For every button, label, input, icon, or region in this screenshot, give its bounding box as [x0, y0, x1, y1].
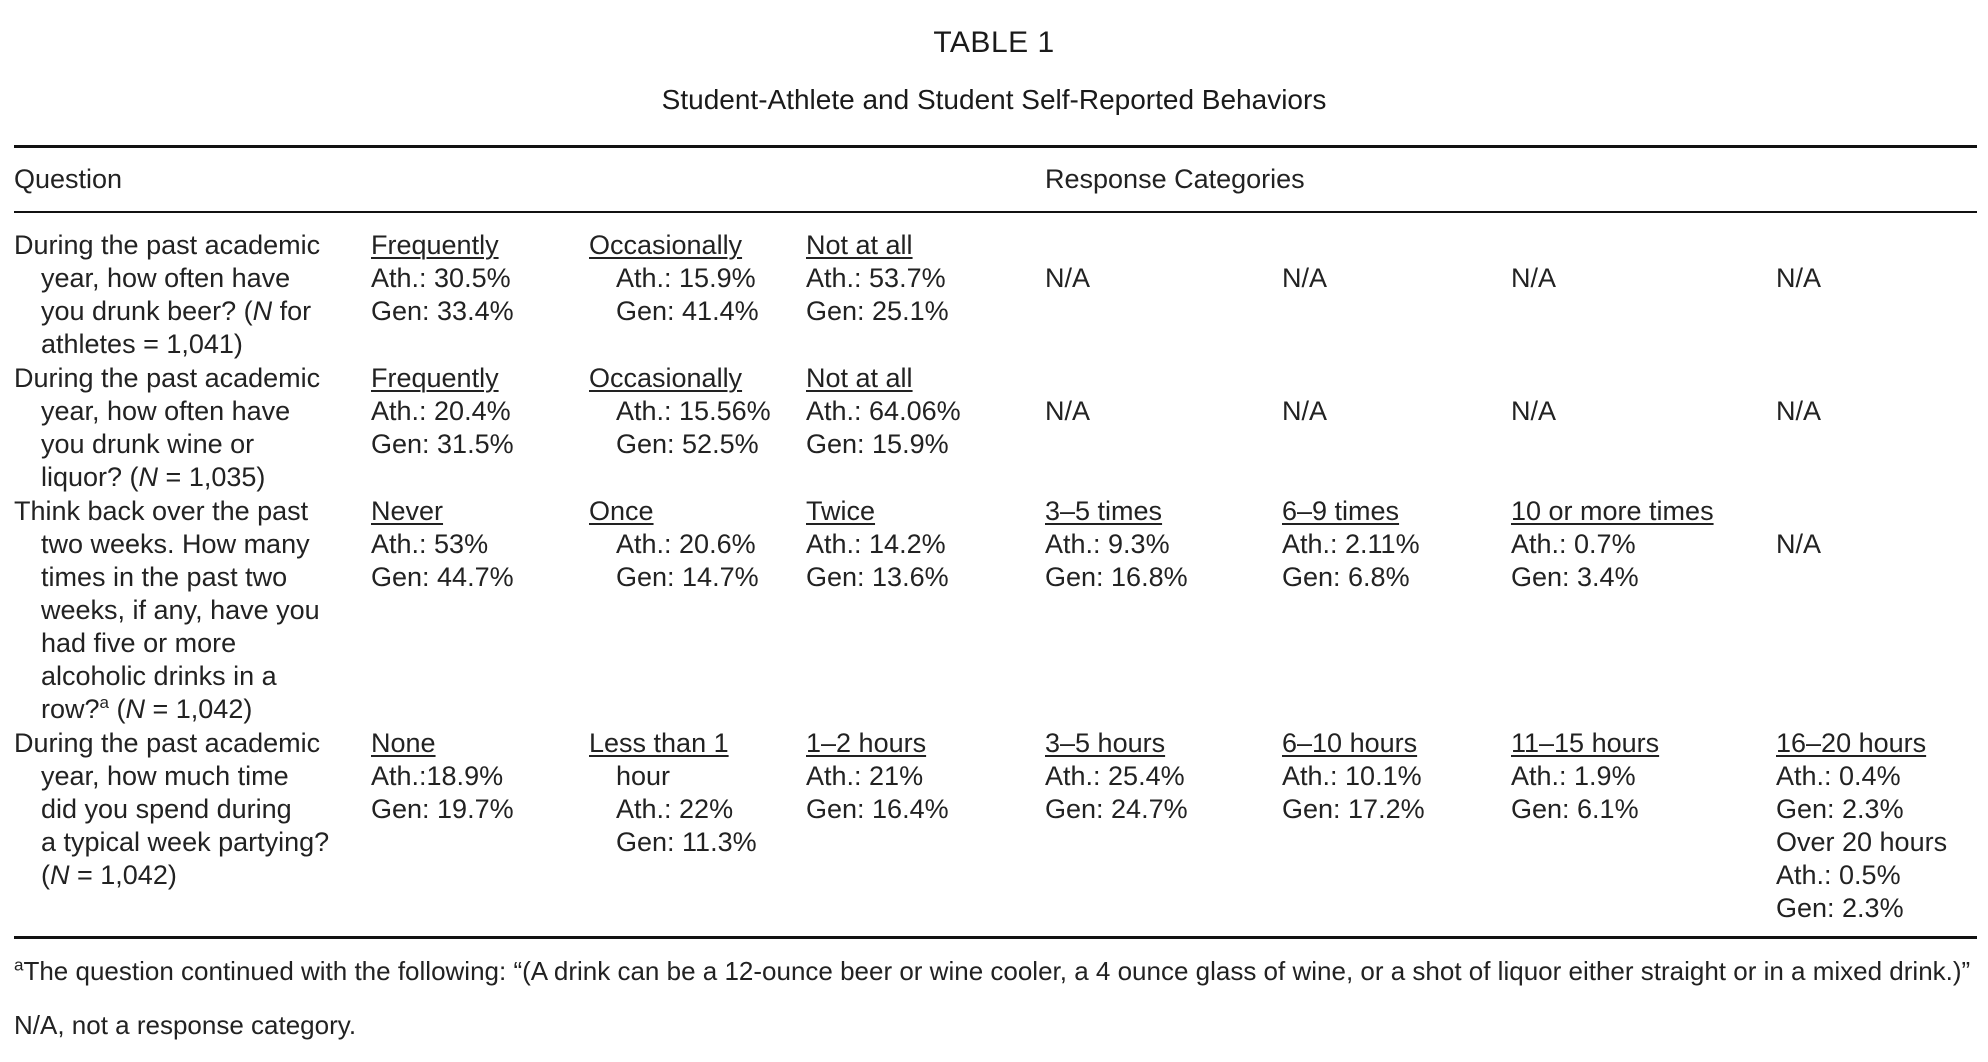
row4-cat4: 3–5 hours Ath.: 25.4% Gen: 24.7%: [1045, 728, 1188, 824]
row1-cat2: Occasionally Ath.: 15.9% Gen: 41.4%: [589, 230, 759, 326]
top-rule: [14, 145, 1977, 148]
row3-cat6: 10 or more times Ath.: 0.7% Gen: 3.4%: [1511, 496, 1714, 592]
row1-cat4: N/A: [1045, 263, 1091, 293]
row3-cat7: N/A: [1776, 529, 1822, 559]
header-rule: [14, 211, 1977, 213]
footnote-a-marker: a: [14, 955, 24, 975]
table-subtitle: Student-Athlete and Student Self-Reporte…: [661, 84, 1327, 115]
row1-cat5: N/A: [1282, 263, 1328, 293]
row1-cat3: Not at all Ath.: 53.7% Gen: 25.1%: [806, 230, 949, 326]
bottom-rule: [14, 936, 1977, 939]
header-response-categories: Response Categories: [1045, 164, 1305, 194]
row3-cat1: Never Ath.: 53% Gen: 44.7%: [371, 496, 514, 592]
row4-cat7: 16–20 hours Ath.: 0.4% Gen: 2.3% Over 20…: [1776, 728, 1948, 923]
row4-cat2: Less than 1 hour Ath.: 22% Gen: 11.3%: [589, 728, 757, 857]
row4-cat1: None Ath.:18.9% Gen: 19.7%: [371, 728, 514, 824]
row2-cat3: Not at all Ath.: 64.06% Gen: 15.9%: [806, 363, 961, 459]
row2-cat1: Frequently Ath.: 20.4% Gen: 31.5%: [371, 363, 514, 459]
row1-cat1: Frequently Ath.: 30.5% Gen: 33.4%: [371, 230, 514, 326]
footnote-marker: a: [99, 693, 109, 712]
row4-cat6: 11–15 hours Ath.: 1.9% Gen: 6.1%: [1511, 728, 1660, 824]
header-question: Question: [14, 164, 123, 194]
row2-question: During the past academic year, how often…: [14, 363, 321, 492]
row1-question: During the past academic year, how often…: [14, 230, 321, 359]
row2-cat5: N/A: [1282, 396, 1328, 426]
row2-cat6: N/A: [1511, 396, 1557, 426]
footnote-na: N/A, not a response category.: [14, 1010, 357, 1040]
row1-cat7: N/A: [1776, 263, 1822, 293]
row4-cat5: 6–10 hours Ath.: 10.1% Gen: 17.2%: [1282, 728, 1425, 824]
row2-cat7: N/A: [1776, 396, 1822, 426]
table-title: TABLE 1: [933, 26, 1055, 59]
row3-cat3: Twice Ath.: 14.2% Gen: 13.6%: [806, 496, 949, 592]
row3-cat2: Once Ath.: 20.6% Gen: 14.7%: [589, 496, 759, 592]
row1-cat6: N/A: [1511, 263, 1557, 293]
row4-question: During the past academic year, how much …: [14, 728, 330, 890]
row2-cat2: Occasionally Ath.: 15.56% Gen: 52.5%: [589, 363, 771, 459]
row4-cat3: 1–2 hours Ath.: 21% Gen: 16.4%: [806, 728, 949, 824]
row3-question: Think back over the past two weeks. How …: [14, 496, 320, 724]
row2-cat4: N/A: [1045, 396, 1091, 426]
row3-cat5: 6–9 times Ath.: 2.11% Gen: 6.8%: [1282, 496, 1420, 592]
footnote-a: aThe question continued with the followi…: [14, 955, 1971, 986]
row3-cat4: 3–5 times Ath.: 9.3% Gen: 16.8%: [1045, 496, 1188, 592]
